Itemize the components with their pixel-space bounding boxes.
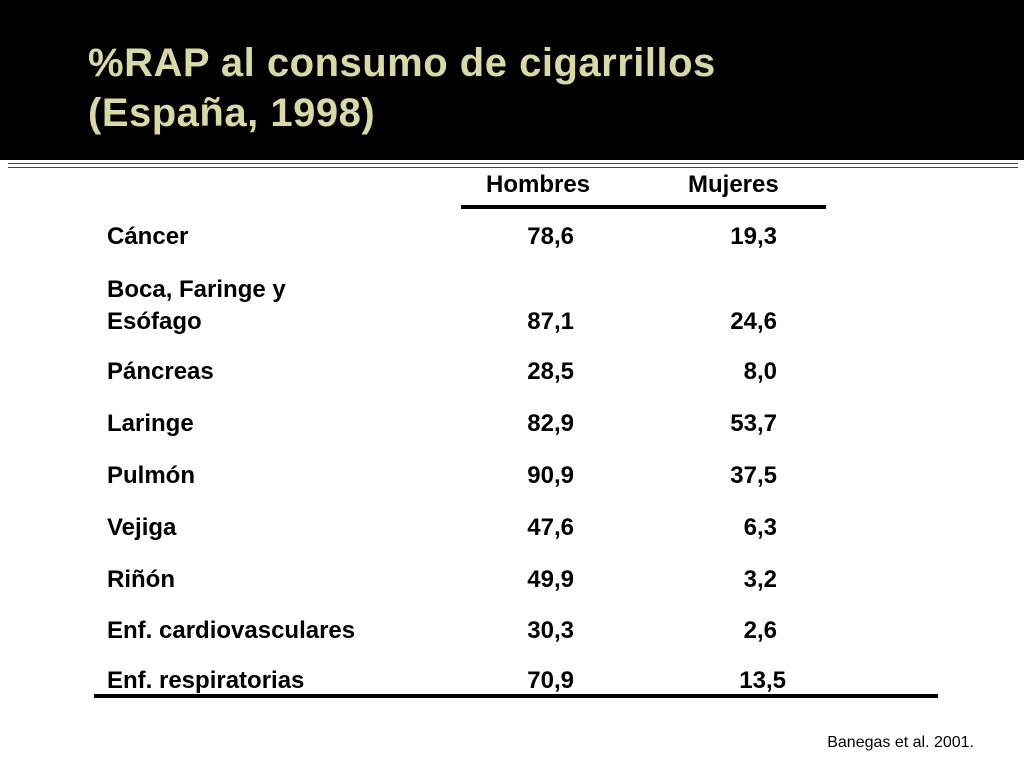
divider-line (8, 167, 1018, 168)
column-header-hombres: Hombres (486, 171, 591, 198)
cell-mujeres: 53,7 (730, 410, 777, 437)
cell-hombres: 49,9 (527, 566, 574, 593)
cell-mujeres: 13,5 (739, 667, 786, 694)
row-label: Cáncer (107, 223, 189, 250)
cell-hombres: 82,9 (527, 410, 574, 437)
row-label: Riñón (107, 566, 175, 593)
cell-hombres: 47,6 (527, 514, 574, 541)
cell-hombres: 87,1 (527, 308, 574, 335)
row-label: Boca, Faringe y (107, 276, 286, 303)
slide-title-line-2: (España, 1998) (88, 91, 376, 135)
cell-mujeres: 8,0 (743, 358, 777, 385)
column-header-mujeres: Mujeres (688, 171, 779, 198)
row-label: Esófago (107, 308, 202, 335)
cell-hombres: 78,6 (527, 223, 574, 250)
source-citation: Banegas et al. 2001. (827, 734, 974, 751)
row-label: Pulmón (107, 462, 195, 489)
cell-mujeres: 37,5 (730, 462, 777, 489)
cell-mujeres: 6,3 (743, 514, 777, 541)
row-label: Páncreas (107, 358, 214, 385)
cell-mujeres: 2,6 (743, 617, 777, 644)
row-label: Laringe (107, 410, 194, 437)
title-bar: %RAP al consumo de cigarrillos (España, … (0, 0, 1024, 160)
slide-title: %RAP al consumo de cigarrillos (España, … (88, 38, 716, 138)
header-rule (461, 205, 826, 209)
cell-mujeres: 19,3 (730, 223, 777, 250)
cell-mujeres: 3,2 (743, 566, 777, 593)
row-label: Enf. cardiovasculares (107, 617, 356, 644)
divider-line (8, 163, 1018, 164)
row-label: Enf. respiratorias (107, 667, 305, 694)
row-label: Vejiga (107, 514, 177, 541)
cell-hombres: 90,9 (527, 462, 574, 489)
footer-rule (94, 694, 938, 698)
cell-hombres: 30,3 (527, 617, 574, 644)
slide-title-line-1: %RAP al consumo de cigarrillos (88, 41, 716, 85)
cell-mujeres: 24,6 (730, 308, 777, 335)
cell-hombres: 28,5 (527, 358, 574, 385)
cell-hombres: 70,9 (527, 667, 574, 694)
